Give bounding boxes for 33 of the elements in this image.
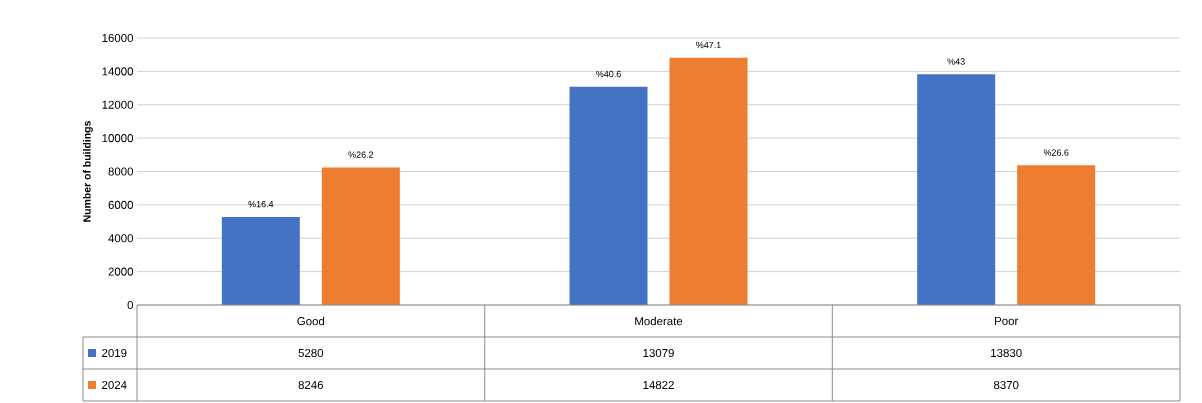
bar (569, 86, 648, 305)
annotation: %43 (947, 58, 965, 65)
x-tick-label: Good (297, 316, 325, 326)
y-tick-label: 14000 (102, 67, 134, 76)
bar (669, 57, 748, 305)
y-axis-title: Number of buildings (82, 121, 93, 222)
data-label: 8370 (993, 380, 1019, 390)
y-tick-label: 2000 (108, 267, 134, 276)
legend-label: 2024 (102, 380, 127, 390)
bar (1017, 165, 1096, 305)
x-tick-label: Poor (995, 317, 1019, 325)
y-tick-label: 16000 (102, 33, 134, 43)
bar (221, 216, 300, 305)
annotation: %40.6 (596, 70, 621, 78)
annotation: %47.1 (696, 41, 721, 49)
data-label: 13079 (643, 348, 674, 358)
annotation: %26.6 (1043, 149, 1069, 156)
y-tick-label: 6000 (108, 200, 134, 209)
data-label: 13830 (991, 348, 1022, 358)
bar (917, 74, 996, 305)
y-tick-label: 8000 (108, 167, 134, 176)
legend-label: 2019 (102, 348, 127, 358)
x-tick-label: Moderate (635, 316, 683, 326)
y-tick-label: 12000 (102, 100, 134, 109)
data-label: 14822 (643, 380, 674, 390)
y-tick-label: 4000 (108, 234, 134, 243)
annotation: %26.2 (348, 151, 374, 158)
y-tick-label: 10000 (102, 134, 134, 143)
y-tick-label: 0 (127, 300, 134, 310)
data-label: 8246 (298, 380, 324, 390)
bar (321, 167, 400, 305)
data-label: 5280 (298, 348, 324, 358)
annotation: %16.4 (248, 201, 274, 208)
